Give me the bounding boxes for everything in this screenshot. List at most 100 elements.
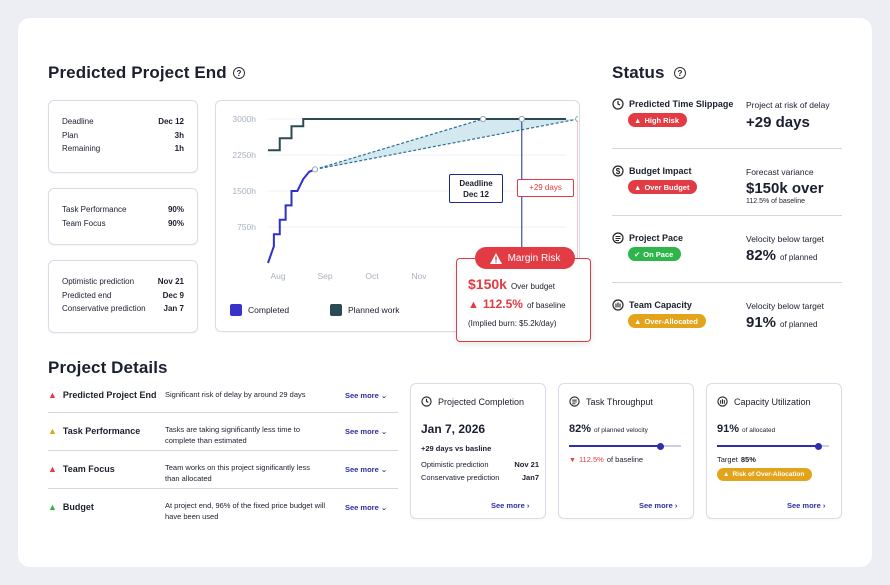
- status-caption: Forecast variance: [746, 167, 814, 177]
- warning-icon: ▲: [634, 182, 642, 192]
- capacity-risk-pill: ▲ Risk of Over-Allocation: [717, 468, 813, 481]
- capacity-target-key: Target: [717, 455, 738, 464]
- kv-row: Optimistic prediction Nov 21: [421, 460, 539, 469]
- team-icon: [612, 299, 624, 311]
- see-more-label: See more: [787, 501, 821, 510]
- throughput-delta: 112.5%: [578, 455, 604, 464]
- help-icon[interactable]: ?: [674, 67, 686, 79]
- see-more-link[interactable]: See more ⌄: [345, 465, 387, 474]
- check-icon: ✔: [634, 249, 641, 259]
- detail-name-label: Budget: [62, 502, 94, 512]
- throughput-value-text: of planned velocity: [594, 427, 648, 434]
- card-title-label: Projected Completion: [438, 396, 525, 407]
- kv-key: Team Focus: [62, 218, 106, 228]
- chevron-right-icon: ›: [526, 501, 530, 510]
- detail-desc: Tasks are taking significantly less time…: [165, 425, 301, 445]
- status-value: $150k over: [746, 180, 824, 197]
- card-title-label: Task Throughput: [586, 396, 653, 407]
- dollar-icon: $: [612, 165, 624, 177]
- throughput-card: Task Throughput 82% of planned velocity ▼…: [558, 383, 694, 519]
- see-more-link[interactable]: See more ›: [491, 501, 529, 510]
- card-title: Task Throughput: [569, 396, 653, 407]
- chevron-down-icon: ⌄: [380, 503, 388, 512]
- warning-icon: ▲: [48, 426, 57, 436]
- status-row-time: Predicted Time Slippage ▲ High Risk Proje…: [612, 98, 842, 153]
- kv-row: Conservative prediction Jan 7: [49, 302, 197, 316]
- status-pill: ✔ On Pace: [628, 247, 682, 261]
- warning-icon: ▲: [634, 115, 642, 125]
- divider: [612, 215, 842, 216]
- capacity-value-text: of allocated: [742, 427, 776, 434]
- see-more-link[interactable]: See more ⌄: [345, 427, 387, 436]
- capacity-handle: [814, 442, 822, 450]
- legend-swatch: [230, 304, 242, 316]
- forecast-point: [518, 115, 525, 123]
- capacity-value-row: 91% of allocated: [717, 423, 775, 435]
- see-more-label: See more: [639, 501, 673, 510]
- warning-icon: ▲: [48, 390, 57, 400]
- status-name-label: Team Capacity: [629, 300, 692, 310]
- divider: [612, 282, 842, 283]
- status-row-capacity: Team Capacity ▲ Over-Allocated Velocity b…: [612, 299, 842, 354]
- kv-row: Deadline Dec 12: [49, 115, 197, 129]
- detail-row: ▲ Budget At project end, 96% of the fixed…: [48, 499, 398, 531]
- forecast-point: [311, 166, 319, 173]
- team-icon: [717, 396, 728, 407]
- deadline-card: Deadline Dec 12 Plan 3h Remaining 1h: [48, 100, 198, 173]
- risk-pct-text: of baseline: [526, 301, 566, 310]
- y-tick-label: 1500h: [232, 186, 256, 196]
- status-pill-label: On Pace: [643, 249, 674, 259]
- details-title: Project Details: [48, 358, 168, 377]
- see-more-link[interactable]: See more ⌄: [345, 503, 387, 512]
- kv-key: Remaining: [62, 144, 101, 153]
- up-triangle-icon: ▲: [468, 299, 479, 311]
- capacity-target-row: Target 85%: [717, 455, 756, 464]
- down-triangle-icon: ▼: [569, 457, 576, 464]
- x-tick-label: Nov: [411, 271, 427, 281]
- kv-value: Nov 21: [157, 277, 184, 286]
- legend-label: Completed: [248, 305, 290, 315]
- status-name: Predicted Time Slippage: [612, 98, 842, 110]
- status-pill-label: Over Budget: [644, 182, 690, 192]
- help-icon[interactable]: ?: [233, 67, 245, 79]
- status-value: +29 days: [746, 114, 810, 131]
- detail-row: ▲ Predicted Project End Significant risk …: [48, 388, 398, 420]
- kv-value: 3h: [174, 130, 184, 140]
- chevron-down-icon: ⌄: [380, 427, 388, 436]
- detail-name: ▲ Predicted Project End: [48, 390, 156, 400]
- optimistic-line: [314, 118, 484, 170]
- kv-key: Optimistic prediction: [62, 277, 135, 286]
- card-title: Capacity Utilization: [717, 396, 811, 407]
- kv-value: Nov 21: [514, 460, 539, 469]
- throughput-value-row: 82% of planned velocity: [569, 423, 648, 435]
- status-caption: Velocity below target: [746, 234, 824, 244]
- kv-value: 90%: [167, 218, 184, 228]
- risk-amount: $150k: [468, 276, 507, 292]
- page-title: Predicted Project End: [48, 63, 227, 82]
- status-pill: ▲ Over Budget: [628, 180, 698, 194]
- detail-name-label: Team Focus: [62, 464, 115, 474]
- kv-row: Optimistic prediction Nov 21: [49, 275, 197, 289]
- detail-name: ▲ Task Performance: [48, 426, 140, 436]
- capacity-target-value: 85%: [740, 455, 756, 464]
- performance-card: Task Performance 90% Team Focus 90%: [48, 188, 198, 245]
- risk-burn: (Implied burn: $5.2k/day): [468, 319, 557, 328]
- see-more-link[interactable]: See more ›: [639, 501, 677, 510]
- detail-desc: Significant risk of delay by around 29 d…: [165, 390, 306, 399]
- kv-row: Task Performance 90%: [49, 203, 197, 217]
- y-tick-label: 750h: [237, 222, 256, 232]
- kv-value: Jan 7: [163, 304, 184, 313]
- detail-name-label: Predicted Project End: [62, 390, 157, 400]
- see-more-link[interactable]: See more ⌄: [345, 391, 387, 400]
- legend-planned: Planned work: [330, 304, 400, 316]
- card-title: Projected Completion: [421, 396, 524, 407]
- kv-row: Conservative prediction Jan7: [421, 473, 539, 482]
- delay-tooltip: +29 days: [517, 179, 574, 197]
- risk-pct-row: ▲ 112.5% of baseline: [468, 297, 566, 311]
- clock-icon: [421, 396, 432, 407]
- kv-row: Plan 3h: [49, 129, 197, 143]
- status-caption: Velocity below target: [746, 301, 824, 311]
- status-name-label: Project Pace: [629, 233, 684, 243]
- deadline-date: Dec 12: [463, 190, 489, 199]
- see-more-link[interactable]: See more ›: [787, 501, 825, 510]
